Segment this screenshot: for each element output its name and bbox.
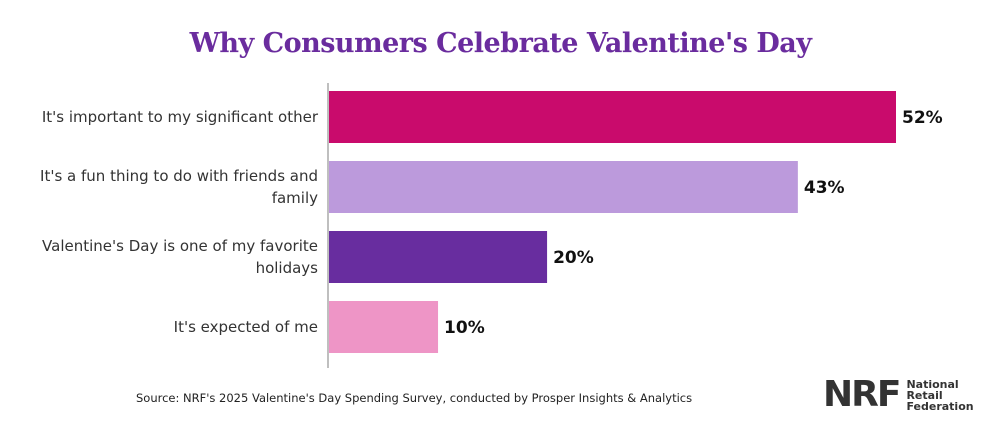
bar: [329, 231, 548, 283]
value-label: 20%: [553, 248, 594, 268]
nrf-logo: NRF National Retail Federation: [823, 374, 974, 415]
logo-text: National Retail Federation: [906, 379, 973, 412]
value-label: 43%: [804, 178, 845, 198]
category-label: It's a fun thing to do with friends and f…: [40, 167, 318, 207]
logo-mark: NRF: [823, 374, 901, 415]
category-label: It's expected of me: [174, 318, 318, 336]
logo-line: Retail: [906, 388, 943, 402]
category-label: It's important to my significant other: [42, 108, 319, 126]
logo-line: National: [906, 377, 959, 391]
bar: [329, 161, 798, 213]
logo-line: Federation: [906, 399, 974, 413]
category-label: Valentine's Day is one of my favorite hol…: [42, 237, 318, 277]
value-label: 52%: [902, 108, 943, 128]
bar: [329, 301, 439, 353]
bar: [329, 91, 896, 143]
chart-title: Why Consumers Celebrate Valentine's Day: [189, 28, 812, 59]
value-label: 10%: [444, 318, 485, 338]
source-note: Source: NRF's 2025 Valentine's Day Spend…: [136, 391, 693, 405]
